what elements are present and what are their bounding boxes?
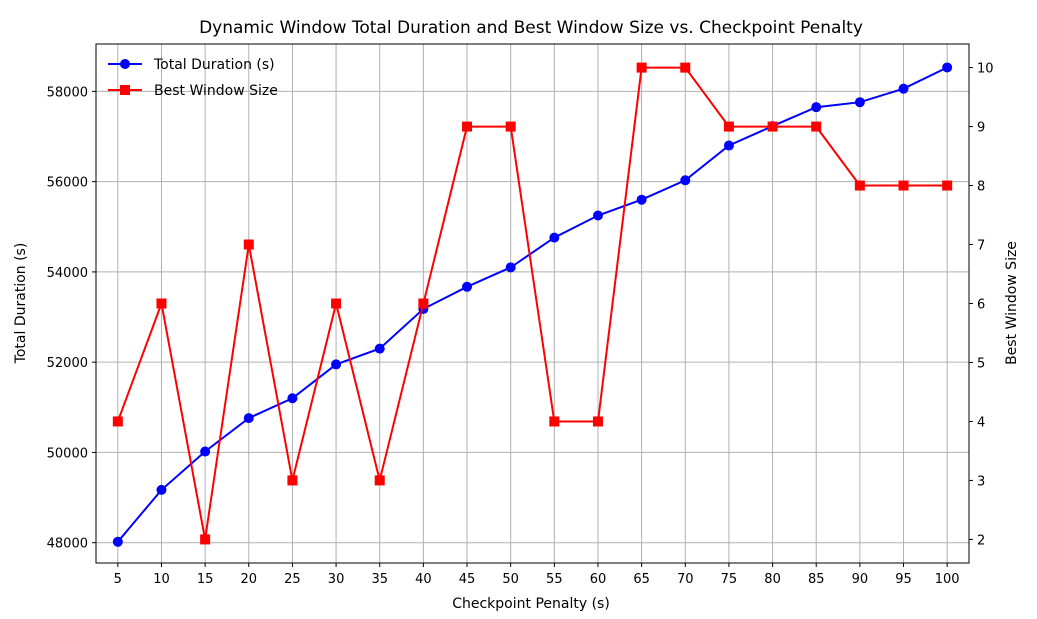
series-1-point — [112, 416, 123, 427]
series-1-point — [200, 534, 211, 545]
x-tick-label: 75 — [721, 572, 738, 587]
y2-tick-label: 2 — [977, 533, 985, 548]
x-tick-label: 65 — [633, 572, 650, 587]
x-tick-label: 5 — [114, 572, 122, 587]
series-1-point — [811, 121, 822, 132]
y-tick-label: 50000 — [47, 446, 88, 461]
x-tick-label: 95 — [895, 572, 912, 587]
y-tick-label: 58000 — [47, 85, 88, 100]
x-tick-label: 40 — [415, 572, 432, 587]
x-tick-label: 30 — [328, 572, 345, 587]
y2-tick-label: 9 — [977, 121, 985, 136]
series-0-point — [156, 484, 167, 495]
legend-label: Best Window Size — [154, 83, 278, 99]
series-1-point — [942, 180, 953, 191]
y2-tick-label: 4 — [977, 415, 985, 430]
y2-tick-label: 7 — [977, 239, 985, 254]
x-tick-label: 35 — [371, 572, 388, 587]
grid-layer — [96, 44, 969, 563]
chart-title: Dynamic Window Total Duration and Best W… — [199, 18, 863, 38]
series-1-point — [636, 62, 647, 73]
series-0-point — [505, 262, 516, 273]
series-0-point — [898, 83, 909, 94]
y2-tick-label: 5 — [977, 356, 985, 371]
x-tick-label: 100 — [935, 572, 960, 587]
series-0-point — [680, 175, 691, 186]
series-1-point — [243, 239, 254, 250]
legend-label: Total Duration (s) — [153, 57, 275, 73]
series-0-point — [549, 232, 560, 243]
series-0-point — [200, 446, 211, 457]
y-tick-label: 52000 — [47, 356, 88, 371]
series-0-point — [243, 413, 254, 424]
x-tick-label: 50 — [502, 572, 519, 587]
series-0-point — [592, 210, 603, 221]
x-tick-label: 60 — [590, 572, 607, 587]
legend-marker — [120, 59, 130, 69]
series-line-0 — [117, 66, 948, 543]
y2-tick-label: 10 — [977, 62, 994, 77]
series-0-point — [942, 62, 953, 73]
series-1-point — [549, 416, 560, 427]
series-1-point — [723, 121, 734, 132]
series-0-point — [811, 102, 822, 113]
series-0-point — [331, 359, 342, 370]
series-1-point — [767, 121, 778, 132]
series-layer — [112, 62, 953, 547]
series-1-point — [898, 180, 909, 191]
y2-tick-label: 8 — [977, 180, 985, 195]
x-tick-label: 45 — [459, 572, 476, 587]
series-1-point — [156, 298, 167, 309]
y2-tick-label: 3 — [977, 474, 985, 489]
x-tick-label: 80 — [764, 572, 781, 587]
series-1-point — [462, 121, 473, 132]
x-tick-label: 15 — [197, 572, 214, 587]
series-1-point — [418, 298, 429, 309]
series-0-point — [854, 97, 865, 108]
y-tick-label: 48000 — [47, 537, 88, 552]
series-1-point — [287, 475, 298, 486]
series-0-point — [374, 343, 385, 354]
series-1-point — [374, 475, 385, 486]
series-line-1 — [116, 66, 948, 540]
x-tick-label: 85 — [808, 572, 825, 587]
series-0-point — [636, 194, 647, 205]
plot-area-frame — [95, 43, 970, 564]
legend: Total Duration (s) Best Window Size — [108, 57, 278, 99]
series-1-point — [505, 121, 516, 132]
series-1-point — [680, 62, 691, 73]
series-0-point — [287, 393, 298, 404]
series-0-point — [723, 140, 734, 151]
x-axis: 5 10 15 20 25 30 35 40 45 50 55 60 65 70 75 80 85 90 95 100 — [114, 563, 960, 587]
x-tick-label: 10 — [153, 572, 170, 587]
series-1-point — [854, 180, 865, 191]
y-axis-right: 2 3 4 5 6 7 8 9 10 — [969, 62, 994, 548]
x-tick-label: 70 — [677, 572, 694, 587]
y-axis-left: 48000 50000 52000 54000 56000 58000 — [47, 85, 96, 552]
x-tick-label: 55 — [546, 572, 563, 587]
x-tick-label: 20 — [241, 572, 258, 587]
x-tick-label: 90 — [852, 572, 869, 587]
y2-tick-label: 6 — [977, 298, 985, 313]
y-axis-left-label: Total Duration (s) — [13, 243, 29, 365]
series-0-point — [112, 536, 123, 547]
x-axis-label: Checkpoint Penalty (s) — [452, 596, 610, 612]
series-0-point — [462, 281, 473, 292]
y-tick-label: 56000 — [47, 176, 88, 191]
y-tick-label: 54000 — [47, 266, 88, 281]
legend-marker — [120, 85, 130, 95]
y-axis-right-label: Best Window Size — [1004, 241, 1020, 365]
series-1-point — [331, 298, 342, 309]
x-tick-label: 25 — [284, 572, 301, 587]
series-1-point — [592, 416, 603, 427]
